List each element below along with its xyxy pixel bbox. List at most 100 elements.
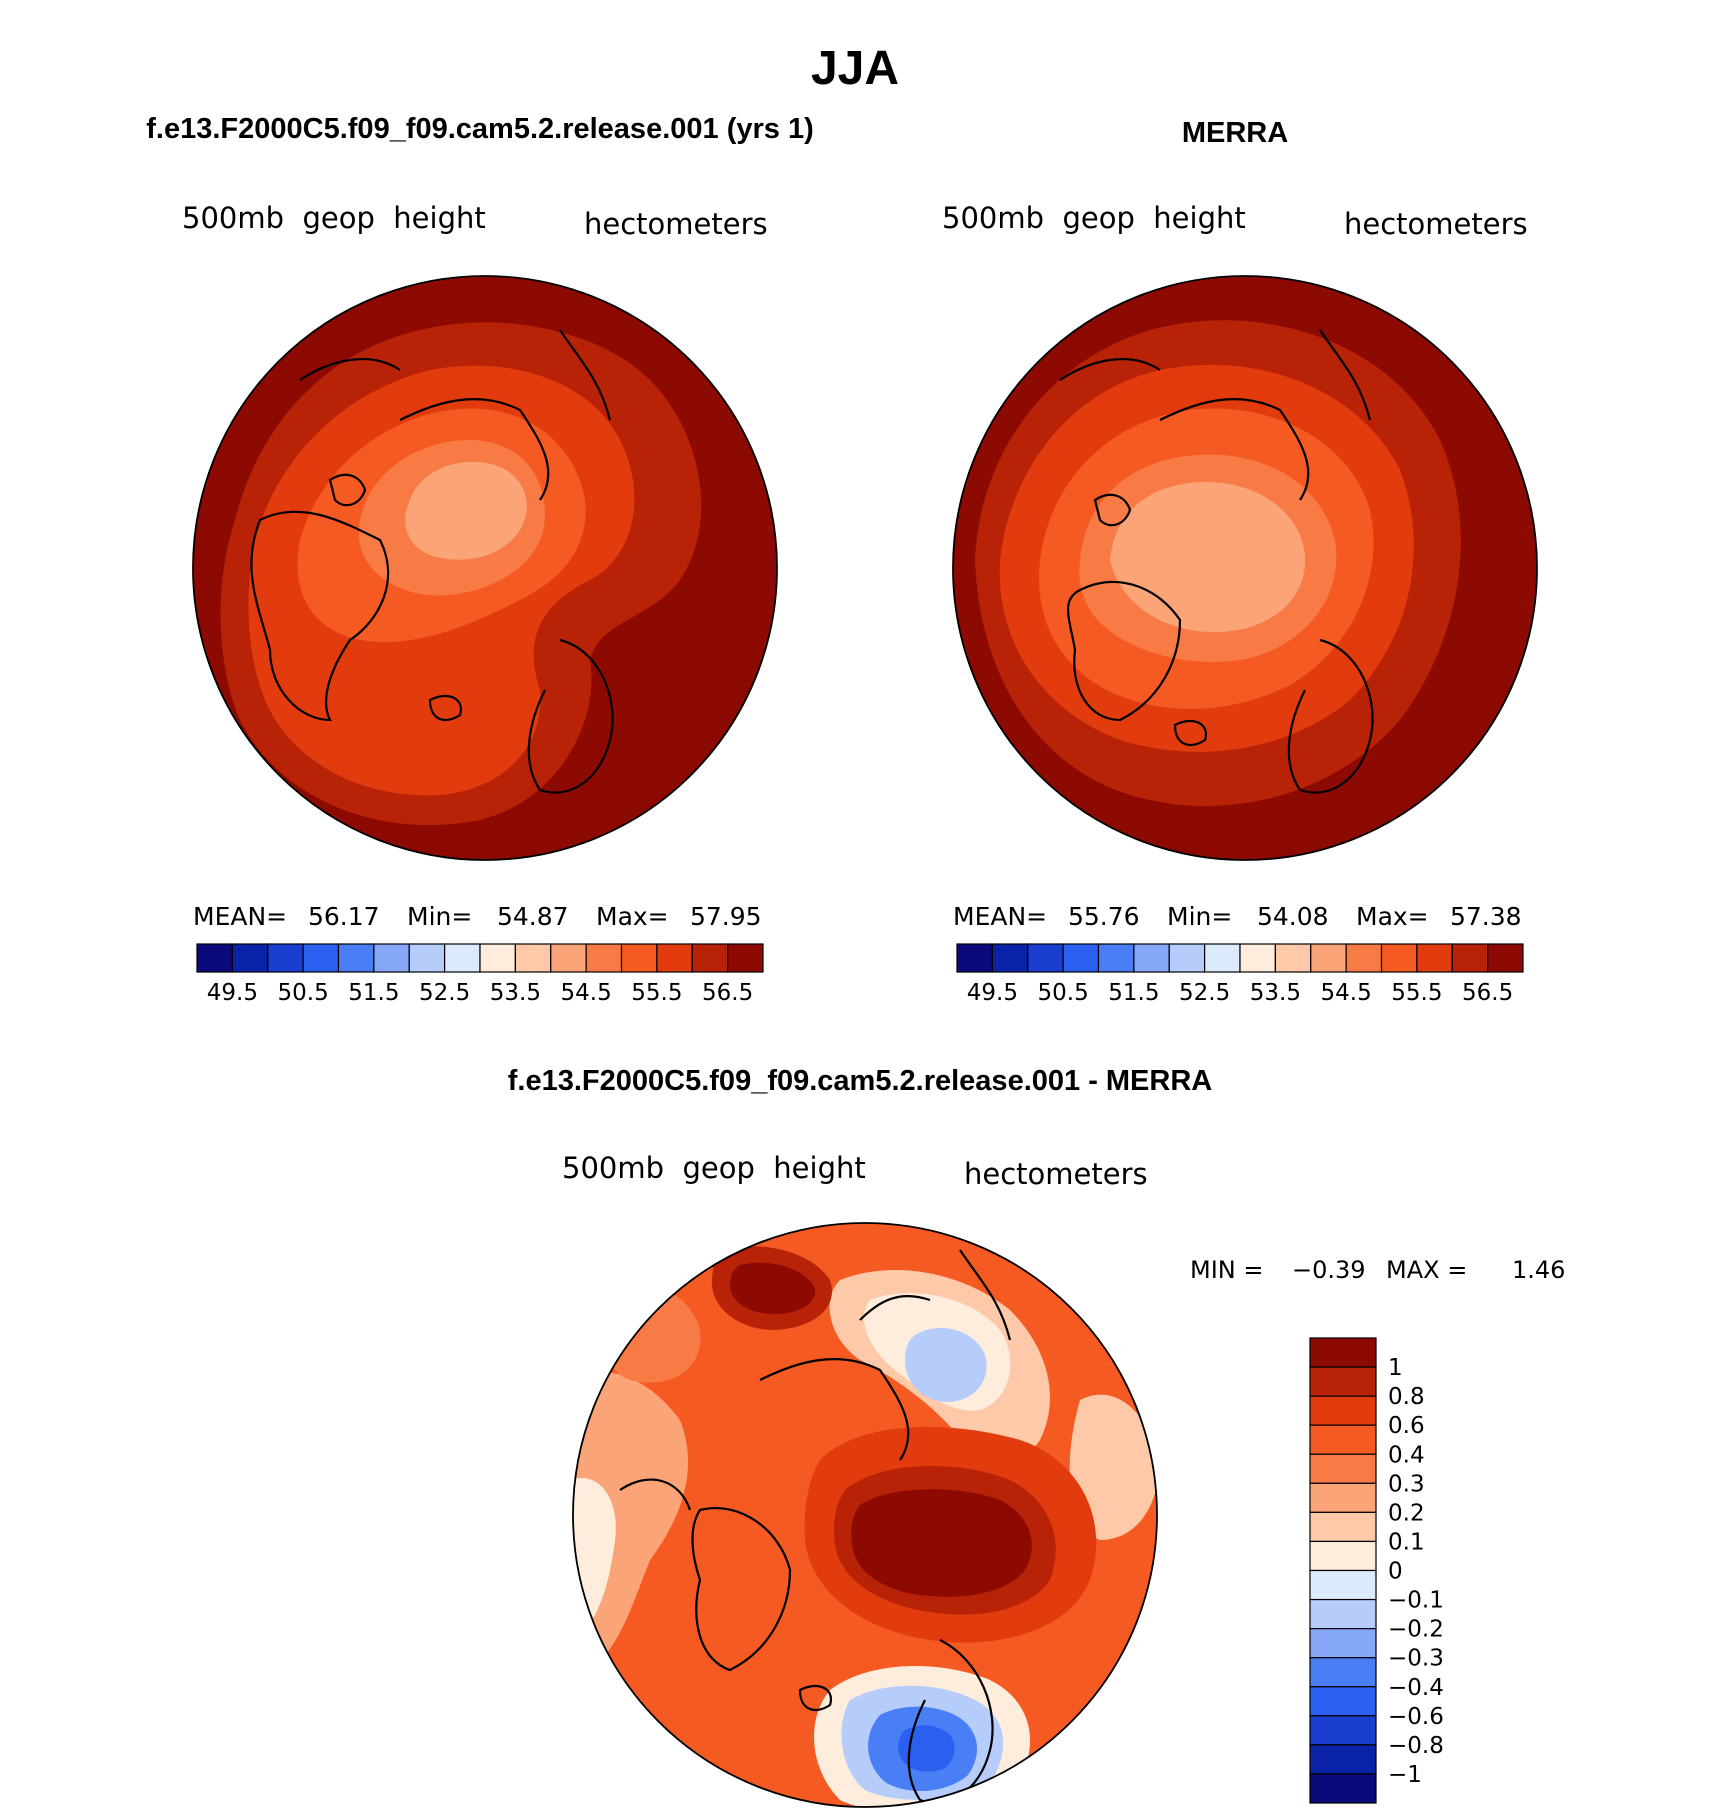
colorbar-swatch (1309, 1540, 1377, 1572)
units-label: hectometers (1344, 207, 1528, 241)
colorbar-swatch (585, 943, 623, 973)
map-border (952, 275, 1538, 861)
panel-title: f.e13.F2000C5.f09_f09.cam5.2.release.001… (146, 113, 813, 145)
colorbar-tick-label: 0.3 (1388, 1471, 1425, 1497)
units-label: hectometers (964, 1157, 1148, 1191)
colorbar-swatch (1309, 1337, 1377, 1368)
colorbar-tick-label: 52.5 (1179, 980, 1230, 1006)
panel-diff: f.e13.F2000C5.f09_f09.cam5.2.release.001… (508, 1065, 1565, 1808)
colorbar-swatch (479, 943, 516, 973)
colorbar-swatch (267, 943, 304, 973)
contour-band (898, 1725, 955, 1772)
colorbar-swatch (1309, 1366, 1377, 1397)
colorbar-swatch (1133, 943, 1170, 973)
colorbar-tick-label: 49.5 (967, 980, 1018, 1006)
colorbar-tick-label: 1 (1388, 1355, 1403, 1381)
contour-band (851, 1489, 1032, 1597)
colorbar-swatch (302, 943, 340, 973)
colorbar-swatch (373, 943, 410, 973)
colorbar-swatch (1309, 1598, 1377, 1630)
colorbar-swatch (1345, 943, 1383, 973)
colorbar-swatch (1451, 943, 1489, 973)
contour-map (573, 1223, 1157, 1807)
colorbar-swatch (1487, 943, 1524, 973)
colorbar-tick-label: 56.5 (1462, 980, 1513, 1006)
max-label: Max= (1356, 902, 1429, 931)
field-label: 500mb geop height (182, 201, 486, 235)
min-value: 54.08 (1257, 902, 1329, 931)
colorbar-swatch (620, 943, 658, 973)
max-value: 1.46 (1512, 1256, 1565, 1284)
min-label: MIN = (1190, 1256, 1263, 1284)
panel-model: f.e13.F2000C5.f09_f09.cam5.2.release.001… (146, 113, 813, 1006)
contour-band (405, 461, 527, 560)
min-label: Min= (1167, 902, 1232, 931)
units-label: hectometers (584, 207, 768, 241)
stats-line: MIN = −0.39 MAX = 1.46 (1190, 1256, 1565, 1284)
contour-band (1069, 1394, 1157, 1540)
colorbar-swatch (1309, 1715, 1377, 1746)
field-label: 500mb geop height (562, 1151, 866, 1185)
max-label: Max= (596, 902, 669, 931)
colorbar-tick-label: −0.1 (1388, 1588, 1444, 1614)
colorbar-swatch (691, 943, 729, 973)
colorbar-swatch (231, 943, 269, 973)
colorbar-tick-label: 0 (1388, 1559, 1403, 1585)
map-border (192, 275, 778, 861)
mean-value: 55.76 (1068, 902, 1140, 931)
colorbar-tick-label: −0.2 (1388, 1617, 1444, 1643)
mean-label: MEAN= (953, 902, 1047, 931)
colorbar-swatch (1274, 943, 1312, 973)
colorbar-swatch (656, 943, 693, 973)
colorbar-swatch (1309, 1453, 1377, 1484)
colorbar-swatch (1309, 1569, 1377, 1601)
stats-line: MEAN= 55.76 Min= 54.08 Max= 57.38 (953, 902, 1522, 931)
colorbar-tick-label: 54.5 (561, 980, 612, 1006)
colorbar-swatch (1309, 1424, 1377, 1455)
contour-band (905, 1327, 987, 1403)
colorbar-tick-label: −0.6 (1388, 1704, 1444, 1730)
colorbar-tick-label: 51.5 (1108, 980, 1159, 1006)
colorbar-tick-label: −0.8 (1388, 1733, 1444, 1759)
colorbar-swatch (1309, 1628, 1377, 1659)
panel-obs: MERRA 500mb geop height hectometers MEAN… (942, 117, 1538, 1006)
colorbar-swatch (444, 943, 481, 973)
mean-value: 56.17 (308, 902, 380, 931)
colorbar: 49.5 50.5 51.5 52.5 53.5 54.5 55.5 56.5 (956, 943, 1524, 1006)
colorbar-swatch (1309, 1686, 1377, 1717)
page-title: JJA (811, 42, 899, 95)
colorbar-tick-label: 53.5 (490, 980, 541, 1006)
max-label: MAX = (1386, 1256, 1467, 1284)
colorbar-tick-label: 55.5 (1391, 980, 1442, 1006)
colorbar-tick-label: 49.5 (207, 980, 258, 1006)
contour-band (730, 1262, 816, 1315)
contour-map (953, 276, 1537, 860)
colorbar-swatch (514, 943, 552, 973)
coastlines (1059, 329, 1374, 794)
colorbar-tick-label: 0.4 (1388, 1442, 1425, 1468)
colorbar-swatch (337, 943, 375, 973)
max-value: 57.95 (690, 902, 762, 931)
colorbar-tick-label: 0.1 (1388, 1529, 1425, 1555)
colorbar-tick-label: 51.5 (348, 980, 399, 1006)
colorbar-swatch (1309, 1657, 1377, 1688)
contour-band (1110, 481, 1306, 633)
colorbar-swatch (1062, 943, 1100, 973)
colorbar-swatch (1309, 1744, 1377, 1775)
colorbar-swatch (1239, 943, 1276, 973)
colorbar-swatch (991, 943, 1029, 973)
mean-label: MEAN= (193, 902, 287, 931)
colorbar-tick-label: −1 (1388, 1762, 1422, 1788)
colorbar-swatch (1168, 943, 1206, 973)
colorbar-swatch (196, 943, 233, 973)
colorbar-swatch (1380, 943, 1418, 973)
colorbar-tick-label: 52.5 (419, 980, 470, 1006)
colorbar-swatch (1309, 1773, 1377, 1804)
colorbar-swatch (1027, 943, 1064, 973)
colorbar-swatch (1309, 1395, 1377, 1426)
colorbar-swatch (1309, 1511, 1377, 1543)
colorbar-tick-label: 53.5 (1250, 980, 1301, 1006)
colorbar-swatch (1097, 943, 1135, 973)
colorbar: 49.5 50.5 51.5 52.5 53.5 54.5 55.5 56.5 (196, 943, 764, 1006)
colorbar-tick-label: 0.8 (1388, 1384, 1425, 1410)
